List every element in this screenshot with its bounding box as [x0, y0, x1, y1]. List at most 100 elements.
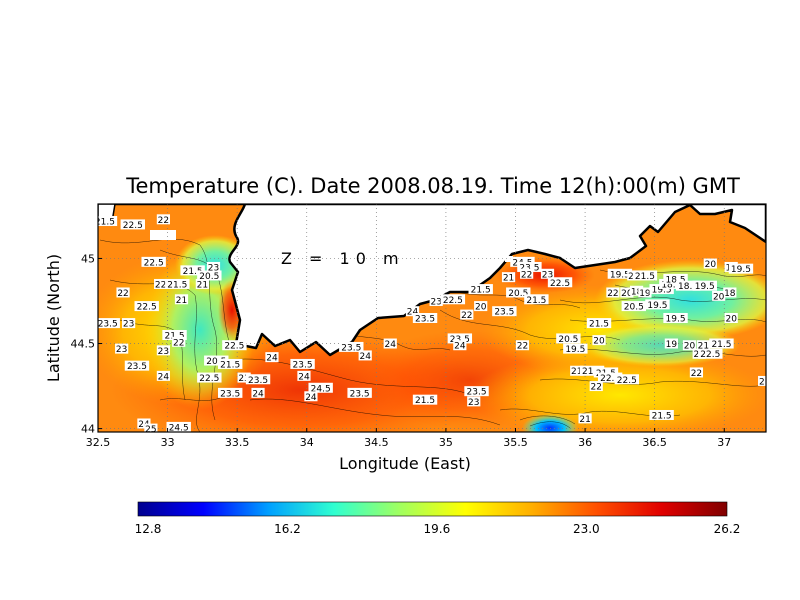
- contour-label-box: [122, 318, 136, 329]
- contour-label: 24: [383, 338, 397, 350]
- x-tick-label: 36: [578, 436, 592, 449]
- contour-label-box: [204, 355, 229, 366]
- contour-label-box: [412, 313, 438, 323]
- contour-label-box: [547, 277, 573, 288]
- contour-label-text: 20: [593, 337, 605, 347]
- contour-label-box: [447, 333, 473, 344]
- contour-label-text: 20.5: [508, 289, 528, 299]
- contour-label: 24.5: [308, 382, 333, 394]
- contour-label-box: [689, 367, 704, 378]
- contour-label: 20.5: [556, 333, 581, 345]
- contour-label: 19.5: [663, 313, 688, 325]
- y-tick-label: 44: [81, 423, 95, 436]
- contour-label-text: 22.5: [550, 279, 570, 289]
- contour-label: 21.5: [412, 394, 438, 406]
- contour-label-text: 23: [123, 320, 134, 330]
- contour-label-box: [98, 216, 118, 227]
- contour-label-text: 23: [468, 398, 479, 408]
- contour-label-text: 21.5: [589, 320, 609, 330]
- x-tick-label: 35.5: [503, 436, 528, 449]
- contour-label: 24: [358, 350, 372, 362]
- contour-label-text: 22: [517, 342, 528, 352]
- contour-label-text: 23.5: [220, 389, 240, 399]
- contour-label-text: 21.5: [652, 411, 672, 421]
- contour-label: 22.5: [120, 219, 145, 231]
- x-tick-label: 32.5: [86, 436, 111, 449]
- contour-label: 23: [122, 318, 136, 330]
- contour-label: 23.5: [347, 387, 372, 399]
- contour-label: 21.5: [180, 265, 205, 277]
- contour-label-box: [339, 341, 364, 352]
- contour-label-box: [709, 338, 734, 349]
- contour-label: 21: [570, 365, 584, 377]
- contour-label: 20: [682, 340, 697, 352]
- contour-label-box: [589, 381, 603, 392]
- contour-label-text: 20: [475, 303, 487, 313]
- contour-label-box: [197, 372, 222, 383]
- plot-frame: [97, 203, 767, 433]
- colorbar-tick-label: 19.6: [424, 522, 451, 536]
- contour-label-box: [703, 258, 717, 269]
- contour-label-text: 2: [759, 377, 765, 387]
- contour-label: 2: [758, 375, 766, 387]
- contour-label-text: 21.5: [582, 367, 602, 377]
- contour-label-text: 20.5: [206, 357, 226, 367]
- contour-label: 21.5: [579, 365, 605, 377]
- contour-label-text: 21: [197, 280, 208, 290]
- contour-label-text: 21.5: [415, 396, 435, 406]
- contour-label-text: 19.5: [666, 315, 686, 325]
- contour-label-box: [597, 372, 623, 383]
- contour-label: 23.5: [124, 360, 150, 372]
- contour-label-text: 24: [266, 354, 278, 364]
- contour-label: 21.5: [468, 284, 493, 296]
- contour-label-text: 21.5: [635, 272, 655, 282]
- contour-label-box: [162, 330, 187, 341]
- contour-label-box: [154, 278, 168, 289]
- contour-label-text: 23.5: [98, 320, 118, 330]
- contour-label-text: 22.5: [443, 296, 463, 306]
- contour-label: 23.5: [447, 333, 473, 345]
- contour-label-text: 21.5: [526, 296, 546, 306]
- contour-label-text: 18.5: [661, 280, 681, 290]
- contour-label-box: [134, 301, 159, 312]
- contour-label: 24: [304, 391, 318, 403]
- contour-label-box: [166, 421, 191, 432]
- contour-label: 23: [115, 343, 129, 355]
- contour-label-box: [464, 386, 489, 397]
- contour-label-box: [304, 391, 318, 402]
- contour-label-box: [556, 333, 581, 344]
- contour-label: 24.5: [166, 421, 191, 432]
- contour-label-box: [524, 294, 549, 305]
- contour-label-box: [501, 272, 516, 283]
- contour-label-box: [517, 261, 542, 272]
- contour-label-text: 20: [684, 342, 696, 352]
- contour-label: 24: [137, 418, 151, 430]
- contour-label: 23: [429, 295, 443, 307]
- contour-label: 19: [664, 338, 678, 350]
- contour-label-text: 22.5: [144, 258, 164, 268]
- contour-label: 20: [592, 335, 606, 347]
- contour-label-box: [510, 256, 535, 267]
- contour-label: 24: [297, 370, 311, 382]
- contour-label-text: 24: [138, 420, 150, 430]
- x-tick-label: 34: [300, 436, 314, 449]
- contour-label-text: 20.5: [558, 335, 578, 345]
- contour-label-text: 23: [158, 347, 169, 357]
- contour-label-text: 22: [607, 289, 618, 299]
- colorbar-tick-label: 12.8: [135, 522, 162, 536]
- contour-label: 18.5: [663, 273, 688, 285]
- contour-label-box: [696, 340, 710, 351]
- contour-label: 23: [540, 268, 555, 280]
- contour-label-box: [474, 301, 488, 312]
- contour-label-box: [758, 375, 766, 386]
- colorbar-tick-label: 23.0: [573, 522, 600, 536]
- contour-label-text: 20.5: [199, 272, 219, 282]
- contour-label-box: [723, 287, 737, 298]
- contour-label-text: 18.5: [678, 282, 698, 292]
- contour-label-text: 24.5: [311, 384, 331, 394]
- contour-label-box: [515, 340, 530, 351]
- contour-label-box: [222, 340, 247, 351]
- contour-label-text: 22.5: [600, 374, 620, 384]
- contour-label-box: [579, 365, 605, 376]
